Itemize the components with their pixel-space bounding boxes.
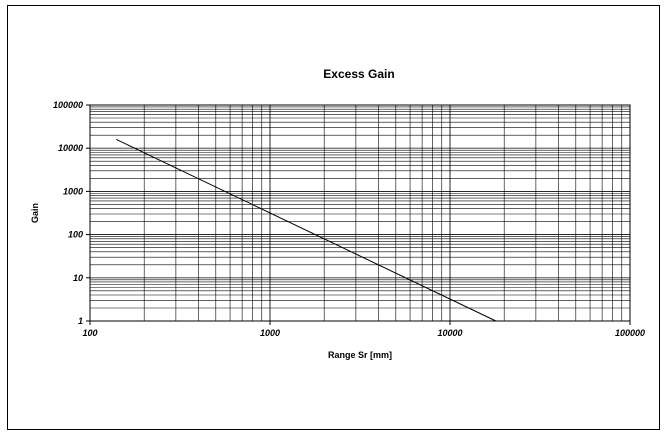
y-tick-label: 100	[68, 230, 83, 240]
chart-frame	[7, 5, 660, 430]
y-tick-label: 10	[73, 273, 83, 283]
x-tick-label: 10000	[437, 328, 462, 338]
y-tick-label: 1	[78, 316, 83, 326]
y-tick-label: 10000	[58, 143, 83, 153]
x-axis-title: Range Sr [mm]	[328, 350, 392, 360]
y-axis-title: Gain	[30, 203, 40, 223]
series-layer	[116, 138, 497, 322]
y-tick-label: 100000	[53, 100, 83, 110]
gain-series-line	[116, 138, 497, 322]
y-tick-label: 1000	[63, 186, 83, 196]
grid-lines	[89, 104, 631, 322]
x-tick-label: 1000	[260, 328, 280, 338]
x-tick-label: 100	[82, 328, 97, 338]
chart-title: Excess Gain	[323, 67, 394, 81]
plot-area	[89, 104, 631, 322]
tick-labels: 100 1000 10000 100000 1 10 100 1000 10000 100000	[53, 100, 645, 338]
x-tick-label: 100000	[615, 328, 645, 338]
